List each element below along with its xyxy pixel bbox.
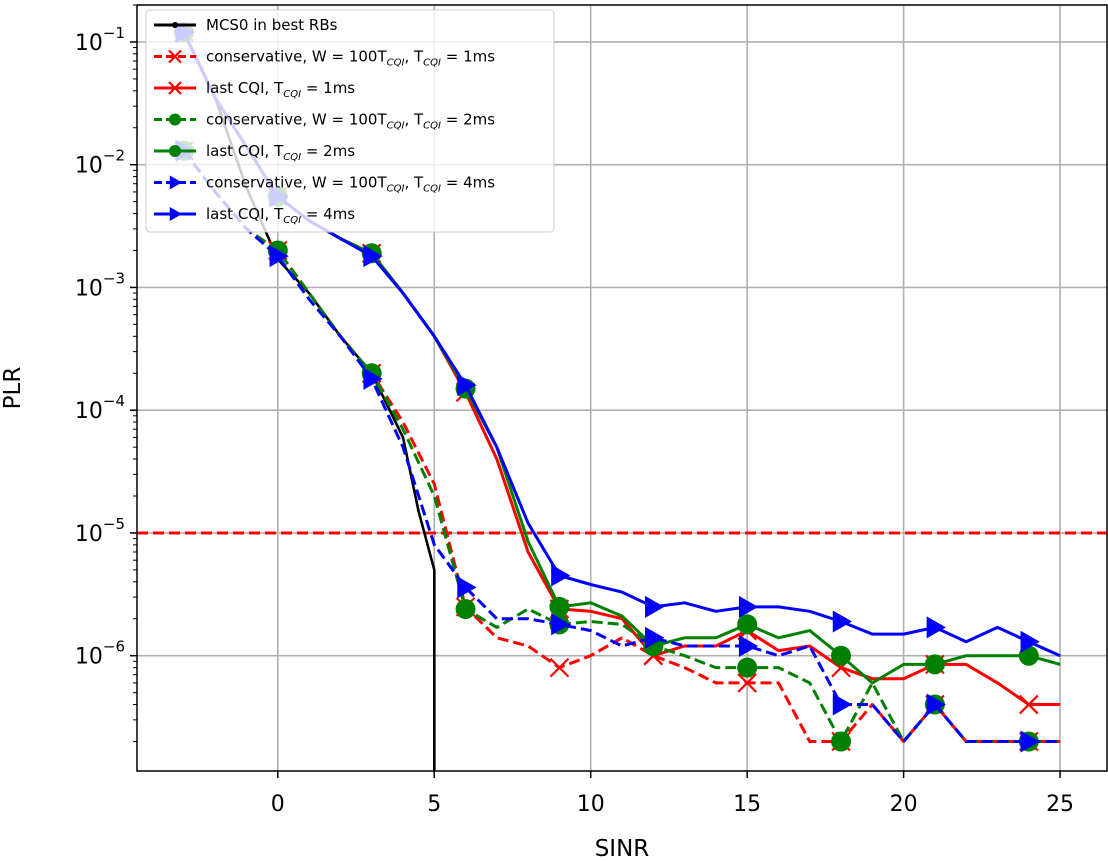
marker-circle: [455, 599, 476, 620]
marker-x: [549, 657, 570, 678]
series-line: [182, 149, 1061, 743]
marker-x: [1018, 694, 1039, 715]
legend-entry: last CQI, TCQI = 1ms: [154, 79, 355, 100]
marker-x: [737, 673, 757, 693]
marker-triangle: [926, 693, 946, 716]
marker-x: [168, 81, 182, 95]
legend: MCS0 in best RBs conservative, W = 100TCQ…: [145, 9, 555, 233]
marker-x: [168, 49, 182, 64]
legend-label: conservative, W = 100TCQI, TCQI = 4ms: [206, 174, 495, 195]
marker-triangle: [645, 595, 665, 618]
x-axis-label: SINR: [595, 836, 650, 861]
marker-triangle: [457, 374, 477, 397]
marker-triangle: [645, 626, 665, 649]
marker-circle: [737, 657, 758, 678]
marker-triangle: [551, 613, 571, 636]
legend-entry: conservative, W = 100TCQI, TCQI = 1ms: [154, 48, 495, 69]
marker-triangle: [169, 207, 182, 221]
series-line: [182, 31, 1061, 658]
y-tick-label: 10−2: [75, 147, 125, 179]
marker-circle: [737, 614, 758, 635]
marker-triangle: [832, 610, 853, 633]
marker-dot: [172, 22, 178, 28]
x-tick-label: 20: [890, 792, 918, 817]
y-tick-label: 10−3: [75, 269, 125, 301]
marker-circle: [831, 645, 852, 666]
marker-triangle: [832, 693, 853, 716]
y-tick-label: 10−1: [75, 24, 125, 56]
x-tick-label: 5: [427, 792, 441, 817]
legend-entry: last CQI, TCQI = 2ms: [154, 142, 355, 163]
legend-box: [145, 9, 555, 233]
legend-label: last CQI, TCQI = 2ms: [206, 142, 355, 163]
y-tick-label: 10−5: [75, 515, 125, 547]
legend-label: MCS0 in best RBs: [206, 16, 338, 34]
marker-triangle: [363, 367, 383, 390]
marker-triangle: [169, 175, 182, 190]
y-tick-label: 10−6: [75, 638, 125, 670]
y-axis-label: PLR: [0, 367, 26, 410]
y-tick-label: 10−4: [75, 392, 125, 424]
legend-label: last CQI, TCQI = 4ms: [206, 205, 355, 226]
marker-triangle: [363, 245, 383, 268]
legend-entry: MCS0 in best RBs: [154, 16, 338, 34]
marker-triangle: [269, 245, 289, 268]
legend-label: last CQI, TCQI = 1ms: [206, 79, 355, 100]
marker-triangle: [1020, 630, 1040, 653]
legend-entry: conservative, W = 100TCQI, TCQI = 2ms: [154, 111, 495, 132]
legend-label: conservative, W = 100TCQI, TCQI = 2ms: [206, 111, 495, 132]
marker-circle: [831, 731, 852, 752]
marker-triangle: [1020, 730, 1040, 753]
marker-triangle: [738, 595, 759, 618]
x-tick-label: 15: [733, 792, 761, 817]
marker-circle: [549, 596, 570, 617]
marker-triangle: [926, 616, 946, 639]
plot-frame: [136, 4, 1108, 772]
marker-triangle: [738, 634, 759, 657]
x-tick-label: 10: [577, 792, 605, 817]
legend-entry: last CQI, TCQI = 4ms: [154, 205, 355, 226]
x-axis: 0 5 10 15 20 25: [271, 771, 1074, 817]
legend-label: conservative, W = 100TCQI, TCQI = 1ms: [206, 48, 495, 69]
x-tick-label: 25: [1046, 792, 1074, 817]
marker-circle: [169, 145, 181, 157]
series-line: [182, 149, 1061, 743]
series-line: [182, 149, 1061, 743]
marker-triangle: [551, 564, 571, 587]
marker-circle: [924, 654, 945, 675]
y-axis: 10−1 10−2 10−3 10−4 10−5 10−6: [75, 4, 137, 742]
marker-circle: [169, 113, 181, 126]
legend-entry: conservative, W = 100TCQI, TCQI = 4ms: [154, 174, 495, 195]
marker-triangle: [457, 576, 477, 599]
x-tick-label: 0: [271, 792, 285, 817]
